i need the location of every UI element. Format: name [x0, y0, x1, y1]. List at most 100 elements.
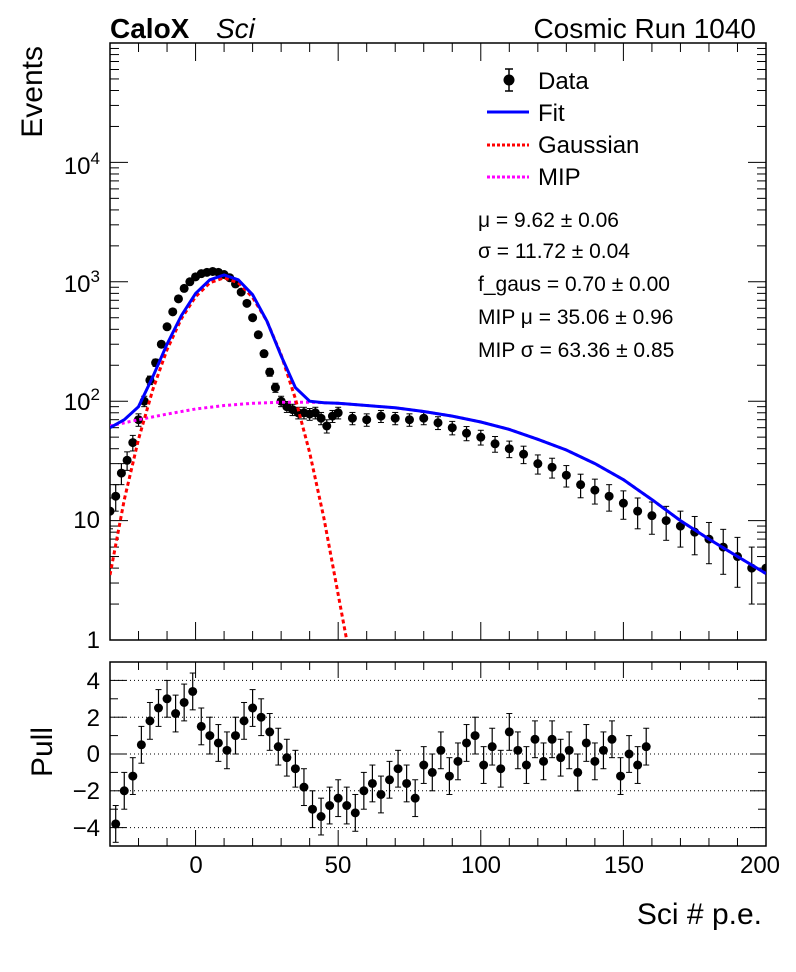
main-data-point [547, 457, 557, 479]
x-axis-label: Sci # p.e. [637, 898, 762, 931]
x-tick-label-200: 200 [740, 852, 780, 879]
pull-data-point [547, 720, 557, 759]
pull-data-point [539, 742, 549, 781]
pull-data-point [427, 753, 437, 792]
pull-data-point [196, 707, 206, 746]
main-data-point [404, 413, 414, 427]
pull-data-point [521, 746, 531, 784]
pull-data-point [470, 716, 480, 755]
legend-mip-label: MIP [538, 164, 581, 191]
pull-data-point [590, 742, 600, 781]
main-data-point [162, 322, 172, 332]
pull-data-point [359, 771, 369, 810]
main-plot-frame [109, 42, 767, 641]
main-data-point [604, 484, 614, 512]
x-tick-label-0: 0 [189, 852, 202, 879]
pull-data-point [239, 701, 249, 740]
experiment-label: CaloX [110, 13, 190, 44]
fit-param-sigma: σ = 11.72 ± 0.04 [478, 240, 630, 263]
pull-data-point [402, 764, 412, 803]
main-data-point [270, 382, 280, 393]
main-data-point [208, 266, 218, 276]
pull-data-point [205, 716, 215, 755]
pull-data-point [342, 786, 352, 825]
main-data-point [462, 426, 472, 442]
pull-data-point [350, 793, 360, 832]
pull-data-point [367, 764, 377, 803]
fit-param-mip-mu: MIP μ = 35.06 ± 0.96 [478, 306, 673, 329]
pull-data-point [299, 768, 309, 807]
pull-tick-label-0: 0 [87, 741, 100, 768]
pull-data-point [111, 805, 121, 843]
main-data-point [661, 505, 671, 541]
main-data-point [519, 445, 529, 465]
main-data-point [134, 413, 144, 427]
main-data-point [265, 367, 275, 377]
x-tick-label-150: 150 [604, 852, 644, 879]
detector-label: Sci [216, 13, 256, 44]
pull-data-point [230, 716, 240, 755]
pull-data-point [248, 689, 258, 727]
main-data-point [322, 419, 332, 434]
pull-y-tick-labels: 4 2 0 −2 −4 [73, 668, 100, 842]
pull-data-point [171, 694, 181, 733]
pull-data-point [504, 713, 514, 751]
main-data-point [376, 409, 386, 423]
pull-data-point [333, 779, 343, 818]
main-y-tick-labels: 1 10 102 103 104 [64, 149, 100, 654]
pull-data-point [624, 735, 634, 773]
main-data-point [116, 463, 126, 486]
pull-data-point [393, 749, 403, 788]
legend-fit-label: Fit [538, 100, 565, 127]
pull-data-point [265, 713, 275, 751]
pull-data-point [316, 797, 326, 836]
pull-data-point [581, 724, 591, 762]
main-data-point [447, 420, 457, 436]
main-data-point [490, 435, 500, 453]
run-label: Cosmic Run 1040 [533, 13, 756, 44]
y-tick-label-1: 1 [87, 627, 100, 654]
pull-data-point [419, 746, 429, 784]
pull-tick-label-m2: −2 [73, 778, 100, 805]
main-data-point [253, 330, 263, 340]
main-data-point [590, 478, 600, 505]
pull-data-point [487, 727, 497, 766]
pull-data-point [136, 725, 146, 764]
pull-data-point [153, 689, 163, 727]
legend-data-marker [503, 68, 515, 92]
main-data-point [179, 283, 189, 293]
fit-param-mip-sigma: MIP σ = 63.36 ± 0.85 [478, 339, 674, 362]
pull-data-point [290, 749, 300, 788]
pull-data-point [410, 779, 420, 818]
pull-data-point [273, 727, 283, 766]
pull-data-point [496, 749, 506, 788]
fit-param-mu: μ = 9.62 ± 0.06 [478, 209, 619, 232]
pull-data-point [128, 757, 138, 795]
main-data-point [504, 440, 514, 459]
main-data-point [259, 349, 269, 359]
main-data-point [248, 313, 258, 323]
pull-data-point [616, 757, 626, 795]
pull-data-point [436, 731, 446, 770]
pull-data-point [598, 731, 608, 770]
pull-tick-label-2: 2 [87, 705, 100, 732]
pull-data-point [479, 746, 489, 784]
pull-data-point [222, 731, 232, 770]
main-data-point [347, 411, 357, 426]
pull-data-point [564, 731, 574, 770]
pull-tick-label-4: 4 [87, 668, 100, 695]
gaussian-curve [110, 276, 349, 640]
main-data-point [362, 413, 372, 427]
main-data-point [316, 411, 326, 426]
main-data-point [633, 497, 643, 530]
main-data-point [533, 454, 543, 475]
pull-tick-label-m4: −4 [73, 815, 100, 842]
legend: Data Fit Gaussian MIP [487, 68, 639, 191]
y-tick-label-1000: 103 [64, 267, 100, 298]
main-data-point [618, 490, 628, 520]
pull-data-point [385, 760, 395, 799]
pull-data-point [556, 738, 566, 777]
pull-data-point [282, 738, 292, 777]
pull-data-point [513, 731, 523, 770]
main-y-axis-label: Events [16, 46, 49, 138]
